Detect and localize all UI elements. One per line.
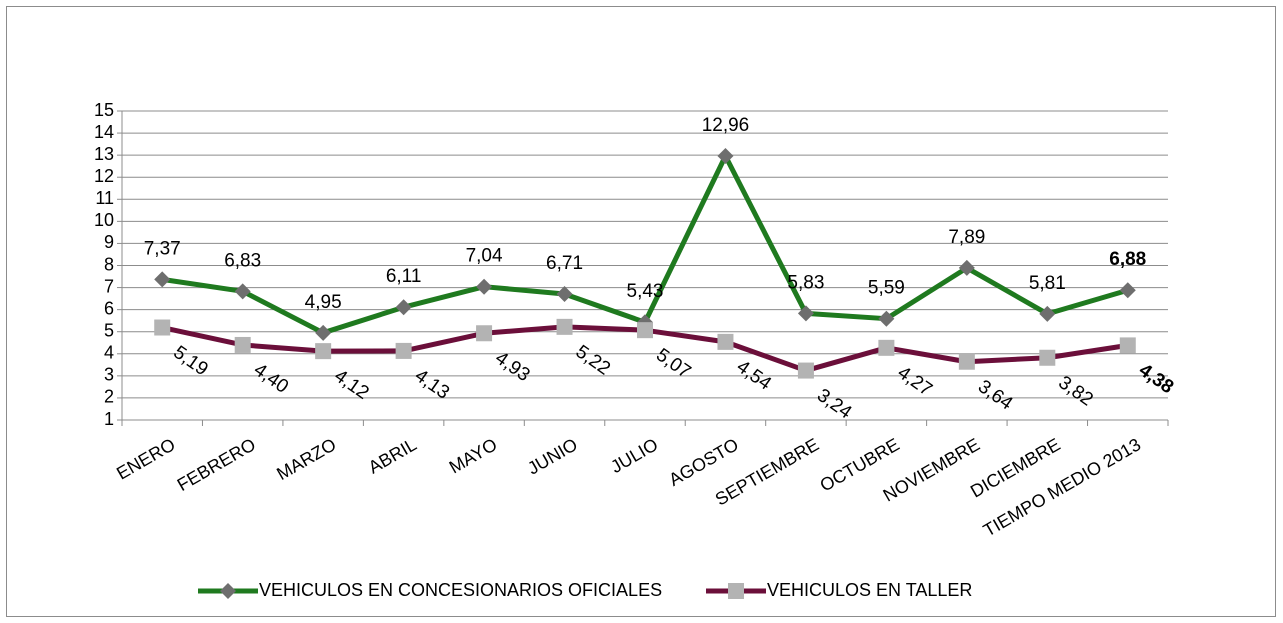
marker [476,278,493,295]
marker [234,283,251,300]
marker [878,310,895,327]
marker [1119,337,1136,354]
data-label: 12,96 [702,115,750,136]
marker [797,362,814,379]
marker [1039,305,1056,322]
chart-frame [6,6,1276,617]
y-tick-label: 1 [104,409,114,429]
marker [797,305,814,322]
marker [154,271,171,288]
data-label: 4,95 [305,292,342,313]
y-tick-label: 9 [104,232,114,252]
y-tick-label: 4 [104,343,114,363]
legend-label: VEHICULOS EN CONCESIONARIOS OFICIALES [259,580,662,600]
legend-marker [728,583,744,599]
y-tick-label: 11 [95,188,114,208]
y-tick-label: 10 [94,210,114,230]
data-label: 6,71 [546,253,583,274]
data-label: 7,37 [144,238,181,259]
y-tick-label: 8 [104,254,114,274]
marker [476,325,493,342]
marker [878,339,895,356]
y-tick-label: 5 [104,320,114,340]
marker [556,285,573,302]
data-label: 5,43 [627,281,664,302]
marker [315,343,332,360]
y-tick-label: 2 [104,387,114,407]
marker [234,336,251,353]
marker [1119,282,1136,299]
data-label: 7,89 [948,227,985,248]
marker [717,148,734,165]
y-tick-label: 6 [104,298,114,318]
marker [556,318,573,335]
y-tick-label: 3 [104,365,114,385]
data-label: 7,04 [466,246,503,267]
marker [958,353,975,370]
data-label: 6,83 [224,250,261,271]
marker [717,333,734,350]
data-label: 6,11 [386,266,422,287]
marker [395,342,412,359]
data-label: 6,88 [1109,249,1146,270]
y-tick-label: 13 [94,144,114,164]
y-tick-label: 7 [104,276,114,296]
data-label: 5,81 [1029,273,1066,294]
marker [315,324,332,341]
y-tick-label: 15 [94,100,114,120]
marker [958,259,975,276]
data-label: 5,83 [787,272,824,293]
marker [1039,349,1056,366]
legend-label: VEHICULOS EN TALLER [767,580,972,600]
data-label: 5,59 [868,278,905,299]
y-tick-label: 14 [94,122,114,142]
marker [637,322,653,339]
marker [395,299,412,316]
y-tick-label: 12 [94,166,114,186]
marker [154,319,171,336]
legend-marker [220,583,236,599]
